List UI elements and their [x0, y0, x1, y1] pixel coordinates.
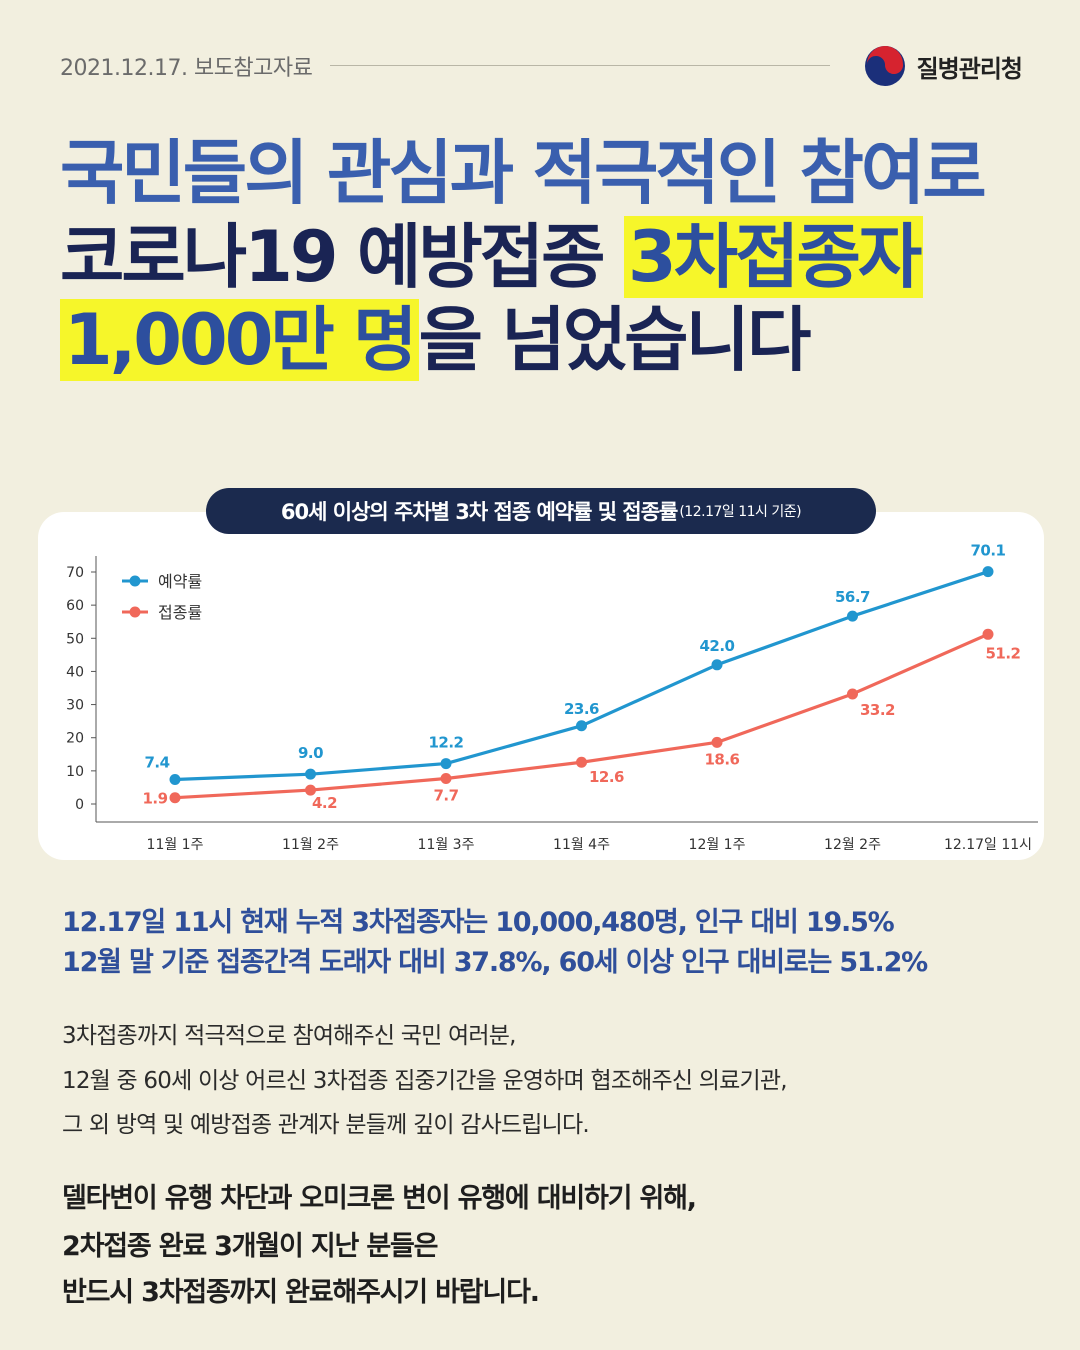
data-label: 9.0 — [298, 744, 323, 762]
x-tick-label: 11월 1주 — [147, 837, 204, 853]
summary-line-1: 12.17일 11시 현재 누적 3차접종자는 10,000,480명, 인구 … — [62, 907, 895, 938]
data-label: 7.7 — [433, 786, 458, 804]
summary-line-2: 12월 말 기준 접종간격 도래자 대비 37.8%, 60세 이상 인구 대비… — [62, 947, 928, 978]
y-tick-label: 30 — [66, 698, 84, 714]
data-label: 4.2 — [312, 794, 337, 812]
data-label: 51.2 — [985, 644, 1020, 662]
data-point — [576, 756, 587, 768]
chart-title-sub: (12.17일 11시 기준) — [679, 504, 802, 520]
headline-line-2-plain: 코로나19 예방접종 — [60, 216, 624, 298]
data-point — [169, 792, 181, 804]
y-tick-label: 40 — [66, 664, 84, 680]
y-tick-label: 70 — [66, 565, 84, 581]
x-tick-label: 12월 1주 — [689, 837, 746, 853]
y-tick-label: 20 — [66, 731, 84, 747]
data-label: 33.2 — [860, 701, 895, 719]
data-label: 23.6 — [564, 700, 599, 718]
data-point — [847, 610, 858, 622]
line-chart: 0 10 20 30 40 50 60 70 11월 1주 11월 2주 11월 3주 11월 4주 1… — [66, 542, 1038, 853]
y-tick-label: 10 — [66, 764, 84, 780]
legend-marker — [129, 575, 141, 587]
chart-title: 60세 이상의 주차별 3차 접종 예약률 및 접종률 (12.17일 11시 기… — [206, 488, 876, 534]
data-point — [440, 772, 452, 784]
x-tick-label: 11월 4주 — [553, 837, 610, 853]
data-label: 7.4 — [144, 753, 169, 771]
data-point — [982, 566, 994, 578]
data-label: 1.9 — [142, 790, 167, 808]
x-tick-label: 11월 3주 — [418, 837, 475, 853]
data-label: 18.6 — [704, 750, 739, 768]
legend-label: 접종률 — [158, 603, 202, 622]
org-logo: 질병관리청 — [863, 44, 1023, 88]
y-tick-label: 60 — [66, 598, 84, 614]
headline-line-2: 코로나19 예방접종 3차접종자 — [60, 216, 1040, 298]
data-point — [711, 659, 723, 671]
headline-line-3-plain: 을 넘었습니다 — [418, 299, 812, 381]
data-point — [847, 688, 858, 700]
data-point — [305, 768, 316, 780]
chart-title-main: 60세 이상의 주차별 3차 접종 예약률 및 접종률 — [280, 500, 678, 524]
data-label: 42.0 — [699, 637, 734, 655]
data-point — [305, 784, 316, 796]
closing-line-3: 반드시 3차접종까지 완료해주시기 바랍니다. — [62, 1277, 540, 1308]
body-line-1: 3차접종까지 적극적으로 참여해주신 국민 여러분, — [62, 1023, 516, 1049]
data-label: 70.1 — [970, 542, 1005, 560]
data-point — [982, 628, 994, 640]
data-point — [169, 773, 181, 785]
header-date: 2021.12.17. 보도참고자료 — [60, 56, 313, 81]
headline-line-3: 1,000만 명을 넘었습니다 — [60, 299, 1040, 381]
closing-line-1: 델타변이 유행 차단과 오미크론 변이 유행에 대비하기 위해, — [62, 1183, 697, 1214]
data-label: 12.2 — [428, 734, 463, 752]
data-point — [576, 720, 587, 732]
y-tick-label: 50 — [66, 631, 84, 647]
headline-line-1: 국민들의 관심과 적극적인 참여로 — [60, 132, 987, 214]
legend-marker — [129, 606, 141, 618]
y-tick-label: 0 — [75, 797, 84, 813]
x-tick-label: 12.17일 11시 — [944, 837, 1032, 853]
legend-label: 예약률 — [158, 572, 202, 591]
body-line-3: 그 외 방역 및 예방접종 관계자 분들께 깊이 감사드립니다. — [62, 1112, 590, 1138]
x-tick-label: 12월 2주 — [824, 837, 881, 853]
data-label: 12.6 — [589, 768, 624, 786]
body-line-2: 12월 중 60세 이상 어르신 3차접종 집중기간을 운영하며 협조해주신 의… — [62, 1068, 788, 1094]
data-point — [711, 736, 723, 748]
headline-line-3-highlight: 1,000만 명 — [60, 299, 419, 381]
header-divider — [330, 65, 830, 66]
data-label: 56.7 — [835, 588, 870, 606]
headline-line-2-highlight: 3차접종자 — [623, 216, 924, 298]
org-name: 질병관리청 — [916, 54, 1023, 83]
data-point — [440, 758, 452, 770]
closing-line-2: 2차접종 완료 3개월이 지난 분들은 — [62, 1231, 438, 1262]
taegeuk-logo-icon — [864, 46, 905, 86]
x-tick-label: 11월 2주 — [282, 837, 339, 853]
chart-card — [38, 512, 1044, 860]
